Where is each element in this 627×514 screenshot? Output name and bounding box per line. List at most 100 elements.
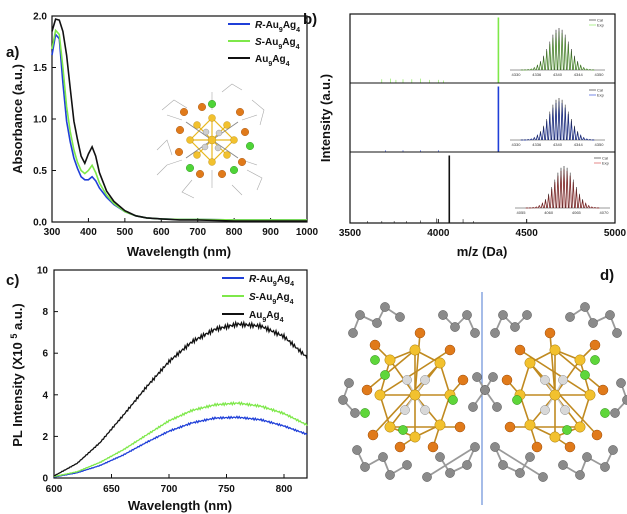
gold-atom bbox=[409, 431, 421, 443]
chlorine-atom bbox=[380, 370, 390, 380]
gold-atom bbox=[549, 389, 561, 401]
x-tick-label: 3500 bbox=[339, 228, 362, 239]
gold-atom bbox=[434, 419, 446, 431]
inset-legend-label: Exp bbox=[597, 93, 605, 98]
c-xlabel: Wavelength (nm) bbox=[128, 498, 232, 513]
ylabel-exponent: 5 bbox=[9, 334, 19, 339]
carbon-atom bbox=[480, 385, 490, 395]
carbon-atom bbox=[616, 378, 626, 388]
bond bbox=[372, 362, 441, 436]
legend-ag: Ag bbox=[276, 292, 289, 303]
silver-atom bbox=[420, 405, 430, 415]
phosphorus-atom bbox=[427, 441, 439, 453]
a-ylabel: Absorbance (a.u.) bbox=[10, 64, 25, 174]
phosphorus-atom bbox=[564, 441, 576, 453]
legend-label: R-Au9Ag4 bbox=[255, 20, 300, 34]
x-tick-label: 4000 bbox=[427, 228, 450, 239]
ylabel-unit: a.u.) bbox=[10, 303, 25, 333]
chlorine-atom bbox=[562, 425, 572, 435]
x-tick-label: 600 bbox=[46, 484, 63, 495]
carbon-atom bbox=[450, 322, 460, 332]
x-tick-label: 800 bbox=[226, 227, 243, 238]
phosphorus-atom bbox=[367, 429, 379, 441]
inset-tick-label: 4065 bbox=[572, 210, 582, 215]
y-tick-label: 8 bbox=[42, 307, 48, 318]
x-tick-label: 4500 bbox=[516, 228, 539, 239]
carbon-atom bbox=[360, 462, 370, 472]
chlorine-atom bbox=[370, 355, 380, 365]
legend-label: Au9Ag4 bbox=[249, 310, 284, 324]
inset-tick-label: 4070 bbox=[600, 210, 610, 215]
carbon-atom bbox=[344, 378, 354, 388]
series-lines bbox=[53, 319, 308, 478]
inset-legend-label: Cal bbox=[597, 88, 603, 93]
carbon-atom bbox=[622, 395, 627, 405]
x-axis: 300 400 500 600 700 800 900 1000 bbox=[44, 218, 319, 238]
chlorine-atom bbox=[448, 395, 458, 405]
inset-tick-label: 4340 bbox=[553, 72, 563, 77]
carbon-atom bbox=[612, 328, 622, 338]
x-axis: 600 650 700 750 800 bbox=[46, 474, 293, 495]
series-line bbox=[51, 18, 307, 222]
carbon-atom bbox=[605, 310, 615, 320]
y-tick-label: 2.0 bbox=[33, 12, 47, 23]
series-line bbox=[51, 28, 307, 221]
phosphorus-atom bbox=[457, 374, 469, 386]
legend-prefix: R bbox=[255, 20, 263, 31]
gold-atom bbox=[384, 354, 396, 366]
carbon-atom bbox=[338, 395, 348, 405]
legend-sub: 4 bbox=[286, 61, 290, 68]
legend-au: Au bbox=[265, 37, 278, 48]
carbon-atom bbox=[462, 460, 472, 470]
legend-label: R-Au9Ag4 bbox=[249, 274, 294, 288]
carbon-atom bbox=[462, 310, 472, 320]
x-tick-label: 900 bbox=[262, 227, 279, 238]
carbon-atom bbox=[472, 372, 482, 382]
legend-sub: 9 bbox=[272, 299, 276, 306]
carbon-atom bbox=[435, 452, 445, 462]
carbon-atom bbox=[402, 460, 412, 470]
carbon-atom bbox=[445, 468, 455, 478]
inset-exp-trace bbox=[520, 101, 595, 141]
bond bbox=[554, 349, 604, 391]
gold-atom bbox=[549, 344, 561, 356]
x-tick-label: 800 bbox=[276, 484, 293, 495]
bond bbox=[414, 332, 421, 396]
legend-prefix: R bbox=[249, 274, 257, 285]
carbon-atom bbox=[525, 452, 535, 462]
chlorine-atom bbox=[360, 408, 370, 418]
phosphorus-atom bbox=[589, 339, 601, 351]
carbon-atom bbox=[490, 328, 500, 338]
inset-tick-label: 4350 bbox=[595, 142, 605, 147]
carbon-atom bbox=[565, 312, 575, 322]
bond bbox=[529, 362, 598, 436]
inset-tick-label: 4344 bbox=[574, 142, 584, 147]
carbon-atom bbox=[395, 312, 405, 322]
x-tick-label: 700 bbox=[189, 227, 206, 238]
legend-au: Au bbox=[249, 310, 262, 321]
gold-atom bbox=[434, 357, 446, 369]
carbon-atom bbox=[558, 460, 568, 470]
x-tick-label: 750 bbox=[218, 484, 235, 495]
legend-au: Au bbox=[259, 292, 272, 303]
carbon-atom bbox=[470, 442, 480, 452]
left-enantiomer-structure bbox=[338, 302, 490, 482]
x-tick-label: 700 bbox=[161, 484, 178, 495]
inset-tick-label: 4330 bbox=[512, 142, 522, 147]
y-tick-label: 0.0 bbox=[33, 218, 47, 229]
gold-atom bbox=[524, 419, 536, 431]
panel-label-d: d) bbox=[600, 267, 614, 284]
phosphorus-atom bbox=[444, 344, 456, 356]
carbon-atom bbox=[575, 470, 585, 480]
phosphorus-atom bbox=[361, 384, 373, 396]
carbon-atom bbox=[498, 310, 508, 320]
chlorine-atom bbox=[512, 395, 522, 405]
carbon-atom bbox=[538, 472, 548, 482]
legend-ag: Ag bbox=[283, 20, 296, 31]
inset-tick-label: 4340 bbox=[553, 142, 563, 147]
b-ylabel: Intensity (a.u.) bbox=[318, 74, 333, 162]
carbon-atom bbox=[515, 468, 525, 478]
y-axis: 0 2 4 6 8 10 bbox=[37, 266, 58, 485]
bond bbox=[366, 349, 416, 391]
enantiomer-structures bbox=[338, 292, 627, 505]
